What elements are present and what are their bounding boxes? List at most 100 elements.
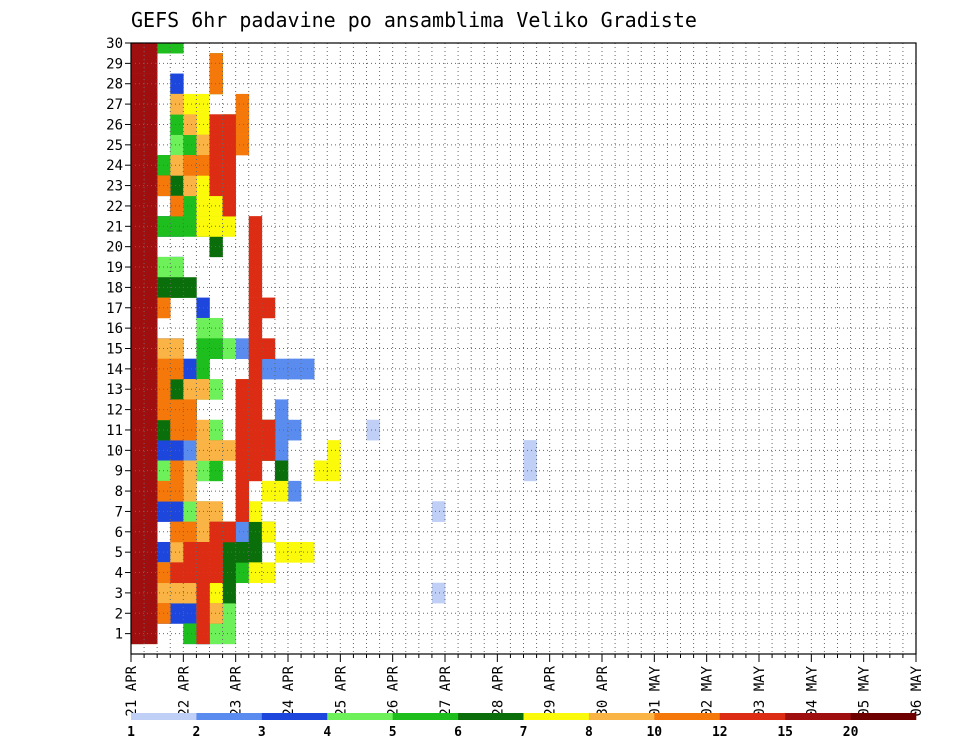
- heatmap-cell: [131, 379, 145, 400]
- heatmap-cell: [274, 358, 289, 380]
- heatmap-cell: [183, 501, 197, 522]
- heatmap-cell: [209, 317, 223, 339]
- heatmap-cell: [235, 541, 250, 563]
- heatmap-cell: [131, 297, 145, 319]
- heatmap-cell: [327, 440, 341, 461]
- heatmap-cell: [131, 114, 145, 135]
- heatmap-cells: [131, 43, 537, 645]
- heatmap-cell: [274, 480, 289, 502]
- y-tick-label: 7: [115, 504, 123, 520]
- heatmap-cell: [183, 521, 197, 543]
- heatmap-cell: [144, 480, 158, 502]
- heatmap-cell: [209, 562, 223, 584]
- heatmap-cell: [209, 73, 223, 95]
- heatmap-cell: [131, 582, 145, 604]
- heatmap-cell: [222, 114, 236, 135]
- heatmap-cell: [209, 175, 223, 197]
- legend-label: 1: [127, 725, 135, 740]
- heatmap-cell: [170, 460, 184, 482]
- x-tick-label: 28 APR: [490, 665, 506, 716]
- heatmap-cell: [235, 562, 250, 584]
- heatmap-cell: [131, 603, 145, 624]
- heatmap-cell: [183, 399, 197, 421]
- heatmap-cell: [183, 195, 197, 217]
- heatmap-cell: [261, 521, 276, 543]
- x-tick-label: 23 APR: [229, 665, 245, 716]
- heatmap-cell: [183, 562, 197, 584]
- heatmap-cell: [274, 399, 289, 421]
- y-tick-label: 26: [106, 117, 123, 133]
- y-tick-label: 28: [106, 77, 123, 93]
- heatmap-cell: [131, 541, 145, 563]
- y-tick-label: 10: [106, 443, 123, 459]
- legend-label: 3: [258, 725, 266, 740]
- heatmap-cell: [144, 338, 158, 359]
- heatmap-cell: [209, 582, 223, 604]
- y-tick-label: 3: [115, 586, 123, 602]
- heatmap-cell: [170, 216, 184, 237]
- heatmap-cell: [235, 338, 250, 359]
- heatmap-cell: [209, 338, 223, 359]
- heatmap-cell: [209, 236, 223, 258]
- heatmap-cell: [183, 460, 197, 482]
- heatmap-cell: [170, 175, 184, 197]
- legend-label: 8: [585, 725, 593, 740]
- x-tick-label: 26 APR: [386, 665, 402, 716]
- legend-label: 2: [192, 725, 200, 740]
- heatmap-cell: [170, 603, 184, 624]
- heatmap-cell: [235, 501, 250, 522]
- heatmap-cell: [183, 440, 197, 461]
- x-axis: 21 APR 22 APR 23 APR 24 APR 25 APR 26 APR 27 A…: [124, 654, 925, 717]
- heatmap-cell: [144, 541, 158, 563]
- heatmap-cell: [209, 501, 223, 522]
- heatmap-cell: [144, 236, 158, 258]
- legend-label: 20: [843, 725, 859, 740]
- heatmap-cell: [183, 358, 197, 380]
- heatmap-cell: [288, 419, 302, 441]
- heatmap-cell: [144, 501, 158, 522]
- heatmap-cell: [183, 155, 197, 176]
- legend-label: 7: [520, 725, 528, 740]
- y-tick-label: 22: [106, 199, 123, 215]
- heatmap-cell: [222, 216, 236, 237]
- heatmap-cell: [261, 440, 276, 461]
- y-tick-label: 2: [115, 606, 123, 622]
- heatmap-cell: [144, 53, 158, 74]
- heatmap-cell: [144, 256, 158, 278]
- y-tick-label: 13: [106, 382, 123, 398]
- heatmap-cell: [170, 480, 184, 502]
- heatmap-cell: [144, 562, 158, 584]
- heatmap-cell: [170, 521, 184, 543]
- legend-swatch: [719, 713, 786, 720]
- heatmap-cell: [131, 43, 145, 54]
- heatmap-cell: [274, 541, 289, 563]
- legend-label: 15: [777, 725, 793, 740]
- heatmap-cell: [131, 399, 145, 421]
- heatmap-cell: [131, 195, 145, 217]
- heatmap-cell: [209, 419, 223, 441]
- heatmap-cell: [170, 582, 184, 604]
- heatmap-cell: [235, 399, 250, 421]
- heatmap-cell: [170, 399, 184, 421]
- legend-swatch: [458, 713, 524, 720]
- heatmap-cell: [235, 440, 250, 461]
- heatmap-cell: [222, 582, 236, 604]
- heatmap-cell: [131, 277, 145, 298]
- heatmap-cell: [314, 460, 328, 482]
- heatmap-cell: [183, 419, 197, 441]
- grid-lines: [131, 42, 916, 654]
- heatmap-cell: [183, 541, 197, 563]
- heatmap-cell: [144, 440, 158, 461]
- heatmap-cell: [274, 460, 289, 482]
- chart-title: GEFS 6hr padavine po ansamblima Veliko G…: [131, 8, 697, 32]
- y-tick-label: 29: [106, 56, 123, 72]
- heatmap-cell: [523, 440, 537, 461]
- heatmap-cell: [288, 480, 302, 502]
- heatmap-cell: [131, 480, 145, 502]
- heatmap-cell: [170, 379, 184, 400]
- heatmap-cell: [209, 440, 223, 461]
- heatmap-cell: [144, 460, 158, 482]
- legend-label: 12: [712, 725, 728, 740]
- heatmap-cell: [274, 440, 289, 461]
- x-tick-label: 01 MAY: [647, 665, 663, 716]
